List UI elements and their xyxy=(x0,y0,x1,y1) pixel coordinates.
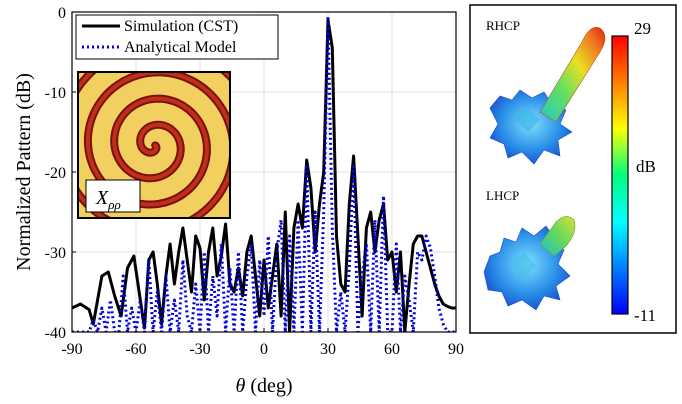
x-tick-label: -60 xyxy=(125,341,146,358)
y-tick-label: -30 xyxy=(45,245,66,262)
inset-spiral-pattern xyxy=(78,72,230,218)
x-axis-symbol: θ xyxy=(235,375,245,397)
y-axis-label: Normalized Pattern (dB) xyxy=(13,73,35,271)
y-tick-label: 0 xyxy=(58,5,66,22)
y-ticks: 0 -10 -20 -30 -40 xyxy=(45,5,76,342)
x-tick-label: -90 xyxy=(61,341,82,358)
inset-frame xyxy=(77,71,231,219)
spiral-arm-highlight xyxy=(78,72,230,218)
x-tick-label: 30 xyxy=(320,341,336,358)
rhcp-label: RHCP xyxy=(486,18,520,33)
x-tick-label: -30 xyxy=(189,341,210,358)
lhcp-pattern-3d xyxy=(483,216,576,311)
x-tick-label: 60 xyxy=(384,341,400,358)
lhcp-main-lobe xyxy=(539,216,576,257)
side-panel: RHCP LHCP 29 dB -11 xyxy=(469,4,677,334)
inset-label-main: X xyxy=(95,187,109,209)
series-line-simulation xyxy=(72,18,456,332)
series-layer xyxy=(72,14,456,332)
legend: Simulation (CST) Analytical Model xyxy=(75,14,279,60)
inset-label-sub: ρρ xyxy=(107,197,120,212)
colorbar-min-label: -11 xyxy=(634,306,656,325)
x-ticks: -90 -60 -30 0 30 60 90 xyxy=(61,328,464,358)
inset-spiral: Xρρ xyxy=(77,71,231,219)
colorbar-unit-label: dB xyxy=(636,157,656,176)
rhcp-main-lobe xyxy=(539,27,606,123)
colorbar-max-label: 29 xyxy=(634,19,651,38)
x-axis-unit: (deg) xyxy=(250,375,292,397)
y-tick-label: -40 xyxy=(45,325,66,342)
rhcp-pattern-3d xyxy=(489,27,606,165)
x-axis-label: θ (deg) xyxy=(235,375,292,397)
legend-box xyxy=(75,14,279,60)
legend-entry-simulation: Simulation (CST) xyxy=(124,18,238,35)
inset-label-box xyxy=(85,179,141,213)
rhcp-facet xyxy=(512,106,540,132)
x-tick-label: 90 xyxy=(448,341,464,358)
y-tick-label: -20 xyxy=(45,165,66,182)
lhcp-label: LHCP xyxy=(486,188,519,203)
x-tick-label: 0 xyxy=(260,341,268,358)
lhcp-facet xyxy=(510,252,536,280)
inset-label: Xρρ xyxy=(95,187,121,212)
colorbar xyxy=(611,35,629,315)
y-tick-label: -10 xyxy=(45,85,66,102)
legend-entry-analytical: Analytical Model xyxy=(124,39,237,56)
